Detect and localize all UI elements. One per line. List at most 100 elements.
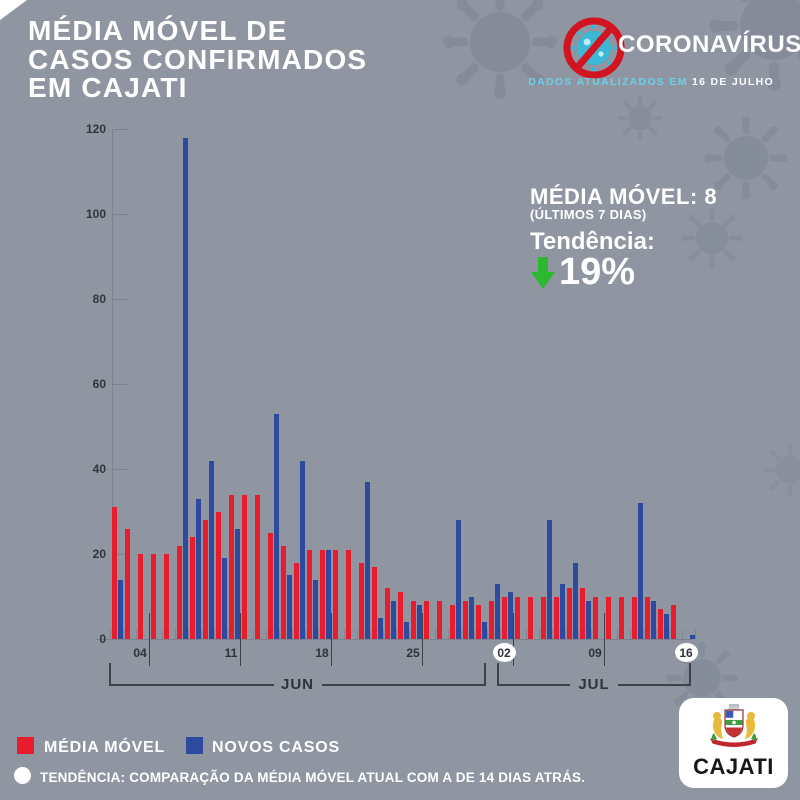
day-tick	[578, 630, 580, 639]
media-movel-bar	[606, 596, 611, 639]
media-movel-bar	[398, 592, 403, 639]
day-tick	[292, 630, 294, 639]
day-tick	[526, 630, 528, 639]
novos-casos-bar	[195, 498, 201, 639]
novos-casos-bar	[637, 503, 643, 639]
media-movel-bar	[580, 588, 585, 639]
page-title-line1: MÉDIA MÓVEL DE	[28, 15, 288, 46]
corner-decoration	[0, 0, 27, 20]
month-label: JUN	[280, 676, 315, 693]
month-bracket-riser	[689, 663, 691, 685]
page-title-line3: EM CAJATI	[28, 72, 188, 103]
media-movel-bar	[177, 545, 182, 639]
y-tick-label: 100	[85, 207, 106, 221]
day-tick	[279, 630, 281, 639]
day-tick	[188, 630, 190, 639]
day-tick	[474, 630, 476, 639]
media-movel-bar	[307, 549, 312, 639]
x-tick-label: 25	[406, 646, 420, 660]
media-movel-bar	[632, 596, 637, 639]
moving-average-stat: MÉDIA MÓVEL: 8	[530, 184, 718, 209]
media-movel-bar	[593, 596, 598, 639]
month-bracket-segment	[109, 684, 274, 686]
y-gridline-tick	[112, 214, 129, 215]
y-gridline-tick	[112, 554, 129, 555]
media-movel-bar	[333, 549, 338, 639]
day-tick	[214, 630, 216, 639]
y-tick-label: 120	[85, 122, 106, 136]
x-tick-label: 02	[497, 646, 511, 660]
novos-casos-bar	[559, 583, 565, 639]
novos-casos-bar	[403, 622, 409, 639]
day-tick	[227, 630, 229, 639]
novos-casos-bar	[208, 460, 214, 639]
y-gridline-tick	[112, 384, 129, 385]
novos-casos-bar	[689, 634, 695, 639]
day-tick	[539, 630, 541, 639]
media-movel-bar	[424, 600, 429, 639]
x-tick-label: 18	[315, 646, 329, 660]
media-movel-bar	[463, 600, 468, 639]
footnote-text: TENDÊNCIA: COMPARAÇÃO DA MÉDIA MÓVEL ATU…	[40, 770, 586, 785]
day-tick	[630, 630, 632, 639]
day-tick	[123, 630, 125, 639]
media-movel-bar	[229, 494, 234, 639]
media-movel-bar	[151, 554, 156, 639]
novos-casos-bar	[494, 583, 500, 639]
novos-casos-bar	[273, 413, 279, 639]
media-movel-bar	[437, 600, 442, 639]
novos-casos-bar	[650, 600, 656, 639]
day-tick	[344, 630, 346, 639]
media-movel-bar	[125, 528, 130, 639]
day-tick	[110, 630, 112, 639]
media-movel-bar	[528, 596, 533, 639]
y-gridline-tick	[112, 299, 129, 300]
month-bracket-riser	[109, 663, 111, 685]
day-tick	[383, 630, 385, 639]
y-tick-label: 60	[92, 377, 106, 391]
media-movel-bar	[281, 545, 286, 639]
cajati-logo-card: CAJATI	[679, 698, 788, 788]
cajati-coat-of-arms-icon	[709, 704, 758, 747]
novos-casos-bar	[325, 549, 331, 639]
novos-casos-bar	[312, 579, 318, 639]
day-tick	[409, 630, 411, 639]
media-movel-bar	[294, 562, 299, 639]
footnote-bullet-icon	[14, 767, 31, 784]
updated-date: 16 DE JULHO	[692, 76, 774, 88]
novos-casos-bar	[585, 600, 591, 639]
x-tick-badge	[492, 643, 516, 662]
media-movel-bar	[359, 562, 364, 639]
no-coronavirus-icon	[563, 17, 625, 79]
y-gridline-tick	[112, 129, 129, 130]
day-tick	[669, 630, 671, 639]
week-separator-line	[512, 613, 514, 666]
day-tick	[305, 630, 307, 639]
trend-label: Tendência:	[530, 228, 655, 255]
week-separator-line	[239, 613, 241, 666]
novos-casos-bar	[286, 575, 292, 639]
day-tick	[487, 630, 489, 639]
trend-down-arrow-icon	[531, 257, 555, 289]
y-tick-label: 0	[99, 632, 106, 646]
week-separator-line	[421, 613, 423, 666]
novos-casos-bar	[117, 579, 123, 639]
day-tick	[565, 630, 567, 639]
media-movel-bar	[255, 494, 260, 639]
novos-casos-bar	[182, 137, 188, 639]
day-tick	[591, 630, 593, 639]
day-tick	[201, 630, 203, 639]
novos-casos-bar	[546, 520, 552, 639]
day-tick	[552, 630, 554, 639]
media-movel-bar	[671, 605, 676, 639]
brand-wordmark: CORONAVÍRUS	[618, 31, 800, 58]
trend-value: 19%	[559, 251, 636, 293]
updated-prefix: DADOS ATUALIZADOS EM	[528, 76, 688, 88]
novos-casos-bar	[221, 558, 227, 639]
media-movel-bar	[138, 554, 143, 639]
media-movel-bar	[320, 549, 325, 639]
media-movel-bar	[242, 494, 247, 639]
legend-swatch-media-movel	[17, 737, 34, 754]
media-movel-bar	[645, 596, 650, 639]
